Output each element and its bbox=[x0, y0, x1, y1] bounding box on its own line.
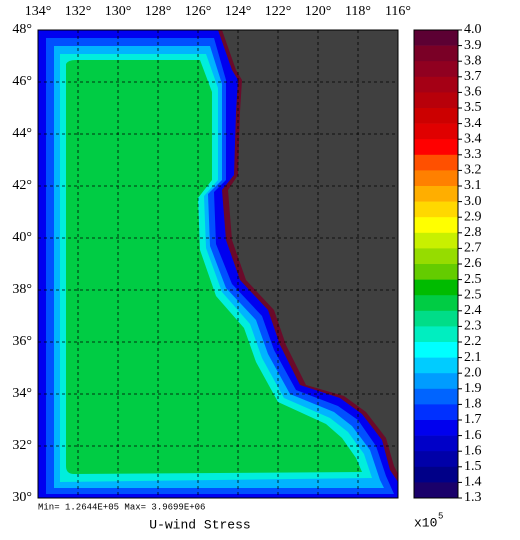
colorbar-swatch bbox=[414, 388, 458, 405]
colorbar-swatch bbox=[414, 404, 458, 421]
longitude-label: 118° bbox=[345, 4, 371, 19]
latitude-label: 32° bbox=[12, 438, 32, 453]
longitude-label: 126° bbox=[185, 4, 212, 19]
colorbar-label: 2.7 bbox=[464, 241, 482, 256]
latitude-label: 38° bbox=[12, 282, 32, 297]
longitude-label: 134° bbox=[25, 4, 52, 19]
longitude-label: 122° bbox=[265, 4, 292, 19]
colorbar: 4.03.93.83.73.63.53.43.43.33.23.13.02.92… bbox=[413, 22, 482, 505]
colorbar-label: 1.7 bbox=[464, 412, 482, 427]
colorbar-label: 1.4 bbox=[464, 475, 482, 490]
colorbar-label: 3.2 bbox=[464, 163, 482, 178]
colorbar-label: 1.6 bbox=[464, 443, 482, 458]
latitude-label: 40° bbox=[12, 230, 32, 245]
latitude-label: 48° bbox=[12, 22, 32, 37]
colorbar-label: 2.6 bbox=[464, 256, 482, 271]
colorbar-label: 3.9 bbox=[464, 38, 482, 53]
latitude-label: 36° bbox=[12, 334, 32, 349]
colorbar-swatch bbox=[414, 420, 458, 436]
colorbar-label: 2.8 bbox=[464, 225, 482, 240]
colorbar-swatch bbox=[414, 482, 458, 499]
scale-exponent: 5 bbox=[438, 511, 443, 521]
colorbar-label: 2.5 bbox=[464, 272, 482, 287]
colorbar-label: 2.3 bbox=[464, 319, 482, 334]
colorbar-swatch bbox=[414, 279, 458, 296]
colorbar-swatch bbox=[414, 170, 458, 187]
colorbar-swatch bbox=[414, 139, 458, 156]
colorbar-label: 3.4 bbox=[464, 116, 482, 131]
longitude-label: 132° bbox=[65, 4, 92, 19]
colorbar-swatch bbox=[414, 373, 458, 390]
colorbar-label: 3.4 bbox=[464, 131, 482, 146]
longitude-label: 130° bbox=[105, 4, 132, 19]
colorbar-swatch bbox=[414, 76, 458, 93]
colorbar-label: 2.2 bbox=[464, 334, 482, 349]
latitude-label: 44° bbox=[12, 126, 32, 141]
colorbar-label: 2.1 bbox=[464, 350, 482, 365]
colorbar-label: 3.7 bbox=[464, 69, 482, 84]
colorbar-label: 2.0 bbox=[464, 365, 482, 380]
colorbar-label: 3.8 bbox=[464, 53, 482, 68]
colorbar-swatch bbox=[414, 295, 458, 312]
colorbar-swatch bbox=[414, 108, 458, 124]
colorbar-swatch bbox=[414, 154, 458, 171]
colorbar-swatch bbox=[414, 186, 458, 202]
colorbar-swatch bbox=[414, 342, 458, 358]
colorbar-label: 2.5 bbox=[464, 287, 482, 302]
longitude-label: 128° bbox=[145, 4, 172, 19]
colorbar-swatch bbox=[414, 232, 458, 249]
land bbox=[222, 30, 398, 474]
colorbar-swatch bbox=[414, 310, 458, 327]
latitude-label: 34° bbox=[12, 386, 32, 401]
colorbar-swatch bbox=[414, 45, 458, 62]
colorbar-label: 1.8 bbox=[464, 397, 482, 412]
longitude-label: 116° bbox=[385, 4, 411, 19]
scale-base: x10 bbox=[414, 515, 437, 530]
latitude-label: 30° bbox=[12, 490, 32, 505]
graticule bbox=[38, 30, 398, 498]
colorbar-label: 1.6 bbox=[464, 428, 482, 443]
colorbar-label: 2.4 bbox=[464, 303, 482, 318]
colorbar-label: 1.3 bbox=[464, 490, 482, 505]
colorbar-swatch bbox=[414, 201, 458, 218]
colorbar-swatch bbox=[414, 451, 458, 468]
longitude-label: 120° bbox=[305, 4, 332, 19]
colorbar-label: 1.9 bbox=[464, 381, 482, 396]
colorbar-label: 2.9 bbox=[464, 209, 482, 224]
colorbar-label: 3.1 bbox=[464, 178, 482, 193]
colorbar-swatch bbox=[414, 248, 458, 265]
map-title: U-wind Stress bbox=[149, 517, 250, 532]
latitude-label: 42° bbox=[12, 178, 32, 193]
latitude-label: 46° bbox=[12, 74, 32, 89]
colorbar-swatch bbox=[414, 61, 458, 78]
colorbar-swatch bbox=[414, 264, 458, 280]
stats: Min= 1.2644E+05 Max= 3.9699E+06 bbox=[38, 502, 205, 512]
colorbar-label: 3.3 bbox=[464, 147, 482, 162]
colorbar-swatch bbox=[414, 92, 458, 109]
colorbar-label: 4.0 bbox=[464, 22, 482, 37]
colorbar-swatch bbox=[414, 357, 458, 374]
colorbar-label: 3.5 bbox=[464, 100, 482, 115]
map-field bbox=[38, 30, 398, 498]
colorbar-swatch bbox=[414, 30, 458, 46]
colorbar-label: 1.5 bbox=[464, 459, 482, 474]
colorbar-swatch bbox=[414, 435, 458, 452]
longitude-label: 124° bbox=[225, 4, 252, 19]
map-frame bbox=[37, 29, 399, 499]
colorbar-label: 3.6 bbox=[464, 85, 482, 100]
colorbar-swatch bbox=[414, 466, 458, 483]
colorbar-swatch bbox=[414, 326, 458, 343]
colorbar-label: 3.0 bbox=[464, 194, 482, 209]
colorbar-swatch bbox=[414, 217, 458, 234]
ocean-interior bbox=[66, 60, 362, 474]
colorbar-swatch bbox=[414, 123, 458, 140]
